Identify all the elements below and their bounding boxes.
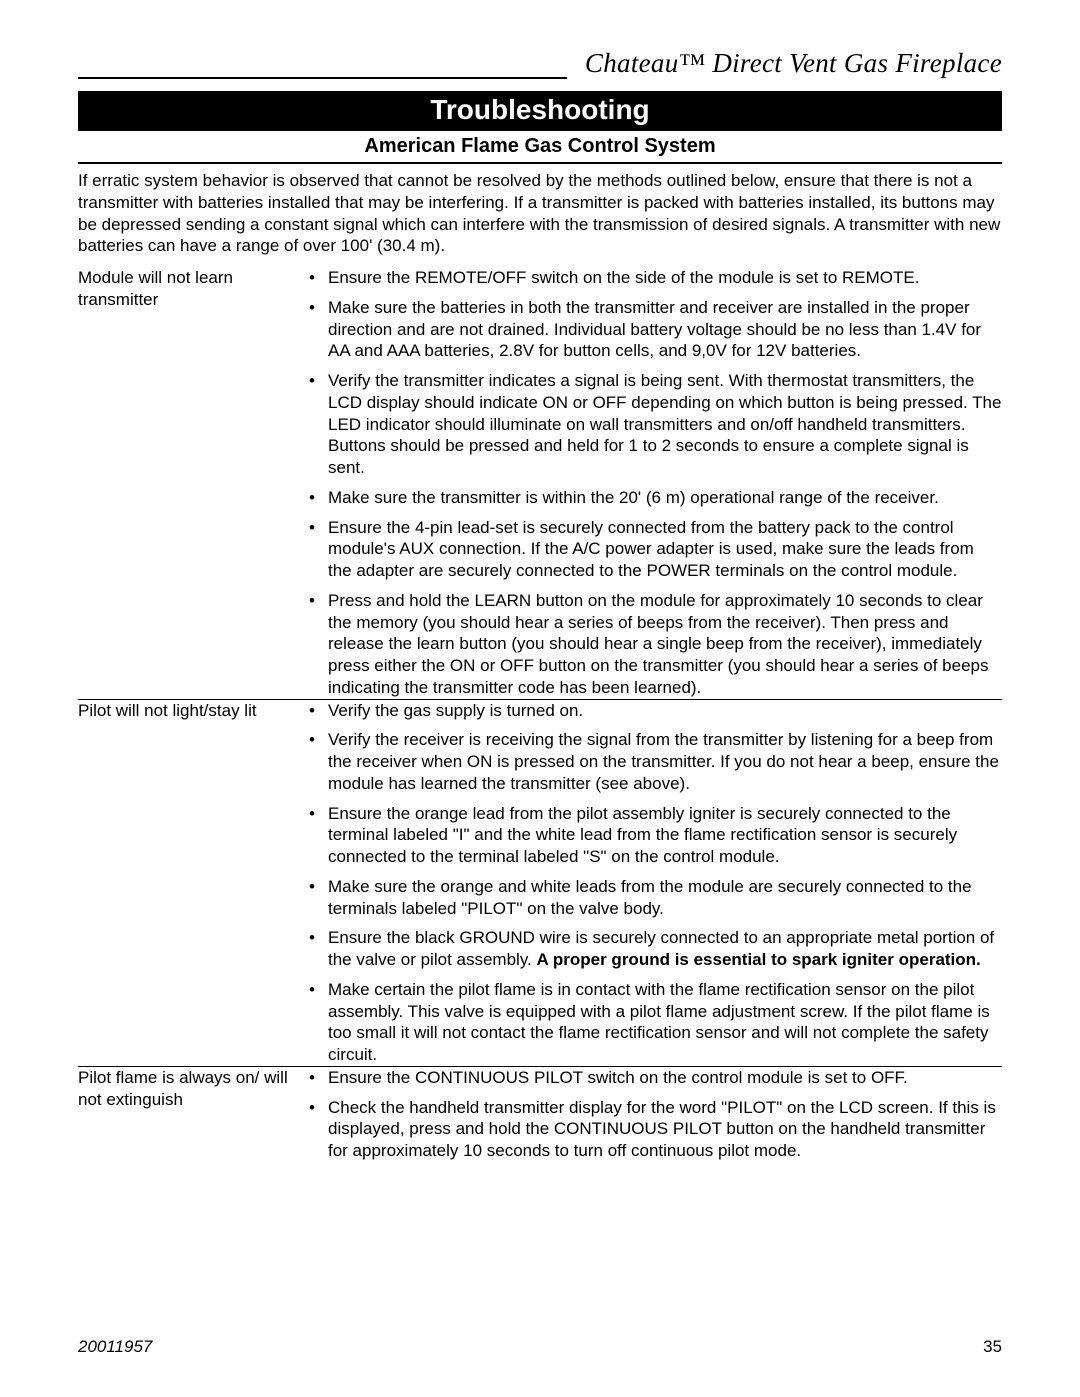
- list-item: Verify the gas supply is turned on.: [306, 700, 1002, 722]
- list-item: Verify the receiver is receiving the sig…: [306, 729, 1002, 794]
- list-item: Verify the transmitter indicates a signa…: [306, 370, 1002, 479]
- section-subtitle: American Flame Gas Control System: [78, 131, 1002, 164]
- list-item: Check the handheld transmitter display f…: [306, 1097, 1002, 1162]
- bullet-list: Ensure the REMOTE/OFF switch on the side…: [306, 267, 1002, 699]
- troubleshooting-table: Module will not learn transmitterEnsure …: [78, 267, 1002, 1162]
- top-bar: Chateau™ Direct Vent Gas Fireplace: [78, 48, 1002, 79]
- list-item: Press and hold the LEARN button on the m…: [306, 590, 1002, 699]
- section-banner: Troubleshooting: [78, 91, 1002, 131]
- solution-cell: Ensure the CONTINUOUS PILOT switch on th…: [306, 1066, 1002, 1162]
- page: Chateau™ Direct Vent Gas Fireplace Troub…: [0, 0, 1080, 1397]
- table-row: Pilot flame is always on/ will not extin…: [78, 1066, 1002, 1162]
- list-item: Make sure the batteries in both the tran…: [306, 297, 1002, 362]
- problem-cell: Pilot will not light/stay lit: [78, 699, 306, 1066]
- product-name: Chateau™ Direct Vent Gas Fireplace: [585, 48, 1002, 79]
- problem-cell: Module will not learn transmitter: [78, 267, 306, 699]
- list-item: Ensure the orange lead from the pilot as…: [306, 803, 1002, 868]
- list-item: Make certain the pilot flame is in conta…: [306, 979, 1002, 1066]
- page-number: 35: [983, 1337, 1002, 1357]
- list-item: Make sure the transmitter is within the …: [306, 487, 1002, 509]
- intro-paragraph: If erratic system behavior is observed t…: [78, 170, 1002, 257]
- list-item: Ensure the 4-pin lead-set is securely co…: [306, 517, 1002, 582]
- table-row: Pilot will not light/stay litVerify the …: [78, 699, 1002, 1066]
- list-item: Ensure the black GROUND wire is securely…: [306, 927, 1002, 971]
- list-item: Make sure the orange and white leads fro…: [306, 876, 1002, 920]
- list-item: Ensure the REMOTE/OFF switch on the side…: [306, 267, 1002, 289]
- page-footer: 20011957 35: [78, 1337, 1002, 1357]
- list-item: Ensure the CONTINUOUS PILOT switch on th…: [306, 1067, 1002, 1089]
- problem-cell: Pilot flame is always on/ will not extin…: [78, 1066, 306, 1162]
- solution-cell: Ensure the REMOTE/OFF switch on the side…: [306, 267, 1002, 699]
- table-row: Module will not learn transmitterEnsure …: [78, 267, 1002, 699]
- bullet-list: Ensure the CONTINUOUS PILOT switch on th…: [306, 1067, 1002, 1162]
- doc-number: 20011957: [78, 1337, 152, 1357]
- solution-cell: Verify the gas supply is turned on. Verif…: [306, 699, 1002, 1066]
- bullet-list: Verify the gas supply is turned on. Verif…: [306, 700, 1002, 1066]
- top-rule: [78, 77, 567, 79]
